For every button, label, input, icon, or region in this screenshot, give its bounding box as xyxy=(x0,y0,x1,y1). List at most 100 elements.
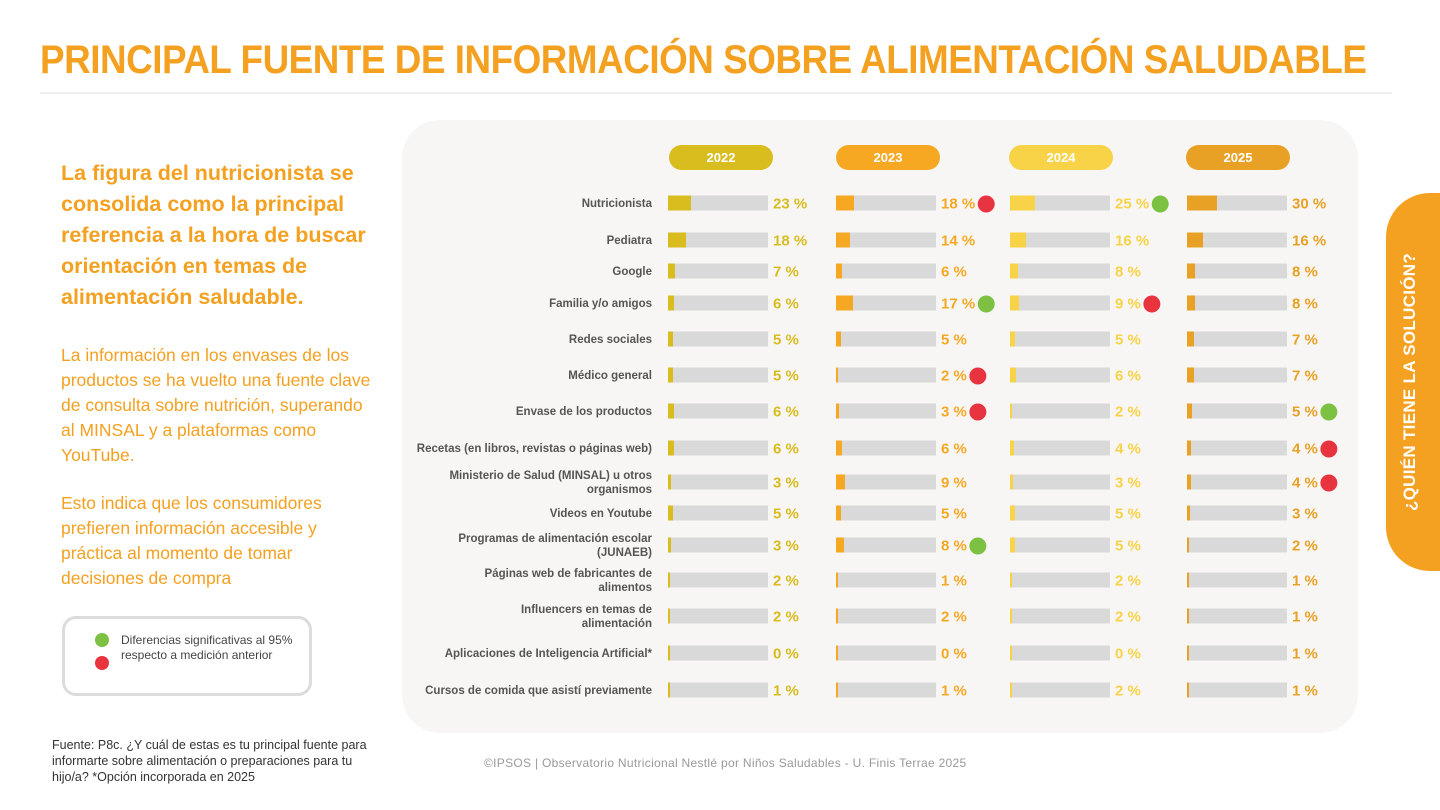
bar-track xyxy=(1187,537,1287,553)
value-label-2023: 17 % xyxy=(941,296,975,313)
category-label: Familia y/o amigos xyxy=(549,298,652,310)
bar-track xyxy=(1187,572,1287,588)
paragraph-packaging: La información en los envases de los pro… xyxy=(61,345,371,465)
category-label: Influencers en temas de alimentación xyxy=(521,604,652,630)
bar-track xyxy=(836,505,936,521)
significance-down-dot xyxy=(1320,474,1338,492)
bar-2023 xyxy=(836,505,841,521)
value-label-2022: 3 % xyxy=(773,475,799,492)
red-dot-icon xyxy=(95,656,109,670)
category-label: Videos en Youtube xyxy=(550,508,652,520)
value-label-2024: 0 % xyxy=(1115,646,1141,663)
category-label-line: Ministerio de Salud (MINSAL) u otros xyxy=(449,470,652,482)
category-label-line: organismos xyxy=(587,484,652,496)
value-label-2023: 6 % xyxy=(941,264,967,281)
bar-2023 xyxy=(836,440,842,456)
category-label: Médico general xyxy=(568,370,652,382)
bar-2022 xyxy=(668,682,670,698)
bar-2025 xyxy=(1187,682,1189,698)
bar-track xyxy=(1187,440,1287,456)
year-label-2025: 2025 xyxy=(1224,150,1253,165)
value-label-2022: 2 % xyxy=(773,573,799,590)
value-label-2022: 5 % xyxy=(773,332,799,349)
bar-track xyxy=(1187,263,1287,279)
bar-2025 xyxy=(1187,608,1189,624)
bar-track xyxy=(1010,403,1110,419)
year-label-2022: 2022 xyxy=(707,150,736,165)
significance-down-dot xyxy=(1143,295,1161,313)
significance-down-dot xyxy=(977,195,995,213)
value-label-2024: 5 % xyxy=(1115,506,1141,523)
value-label-2023: 2 % xyxy=(941,368,967,385)
bar-2025 xyxy=(1187,572,1189,588)
bar-track xyxy=(1010,645,1110,661)
value-label-2025: 30 % xyxy=(1292,196,1326,213)
bar-2023 xyxy=(836,331,841,347)
value-label-2024: 8 % xyxy=(1115,264,1141,281)
value-label-2023: 8 % xyxy=(941,538,967,555)
value-label-2023: 6 % xyxy=(941,441,967,458)
bar-track xyxy=(1187,331,1287,347)
value-label-2022: 6 % xyxy=(773,296,799,313)
bar-track xyxy=(1187,645,1287,661)
bar-track xyxy=(836,645,936,661)
year-pill-2024 xyxy=(1009,145,1113,170)
bar-track xyxy=(1010,474,1110,490)
value-label-2025: 3 % xyxy=(1292,506,1318,523)
bar-2022 xyxy=(668,608,670,624)
bar-2024 xyxy=(1010,645,1012,661)
side-tab[interactable] xyxy=(1386,193,1440,571)
bar-2023 xyxy=(836,367,838,383)
bar-track xyxy=(836,440,936,456)
bar-track xyxy=(1187,682,1287,698)
bar-track xyxy=(668,295,768,311)
bar-2024 xyxy=(1010,608,1012,624)
category-label-line: alimentación xyxy=(582,618,652,630)
bar-2023 xyxy=(836,232,850,248)
category-label: Google xyxy=(612,266,652,278)
value-label-2025: 2 % xyxy=(1292,538,1318,555)
value-label-2023: 2 % xyxy=(941,609,967,626)
significance-down-dot xyxy=(969,403,987,421)
value-label-2024: 2 % xyxy=(1115,404,1141,421)
bar-track xyxy=(668,537,768,553)
value-label-2022: 7 % xyxy=(773,264,799,281)
bar-2023 xyxy=(836,572,838,588)
chart-panel xyxy=(402,120,1358,733)
bar-2024 xyxy=(1010,232,1026,248)
bar-2024 xyxy=(1010,403,1012,419)
bar-track xyxy=(1187,403,1287,419)
significance-up-dot xyxy=(969,537,987,555)
value-label-2023: 5 % xyxy=(941,506,967,523)
bar-2022 xyxy=(668,440,674,456)
bar-track xyxy=(668,474,768,490)
bar-track xyxy=(836,295,936,311)
bar-track xyxy=(836,367,936,383)
significance-up-dot xyxy=(1151,195,1169,213)
value-label-2025: 5 % xyxy=(1292,404,1318,421)
bar-track xyxy=(1010,572,1110,588)
page-title: PRINCIPAL FUENTE DE INFORMACIÓN SOBRE AL… xyxy=(40,38,1367,82)
bar-2025 xyxy=(1187,331,1194,347)
bar-2024 xyxy=(1010,263,1018,279)
bar-2024 xyxy=(1010,195,1035,211)
bar-track xyxy=(1010,295,1110,311)
bar-track xyxy=(836,682,936,698)
source-note: Fuente: P8c. ¿Y cuál de estas es tu prin… xyxy=(52,738,367,784)
bar-track xyxy=(668,572,768,588)
value-label-2023: 1 % xyxy=(941,573,967,590)
value-label-2022: 18 % xyxy=(773,233,807,250)
value-label-2025: 7 % xyxy=(1292,332,1318,349)
bar-2022 xyxy=(668,195,691,211)
year-pill-2023 xyxy=(836,145,940,170)
year-pill-2022 xyxy=(669,145,773,170)
bar-2025 xyxy=(1187,263,1195,279)
value-label-2024: 9 % xyxy=(1115,296,1141,313)
category-label: Aplicaciones de Inteligencia Artificial* xyxy=(445,648,653,660)
category-label-line: alimentos xyxy=(598,582,652,594)
title-divider xyxy=(40,92,1392,94)
significance-up-dot xyxy=(977,295,995,313)
green-dot-icon xyxy=(95,633,109,647)
bar-2023 xyxy=(836,403,839,419)
